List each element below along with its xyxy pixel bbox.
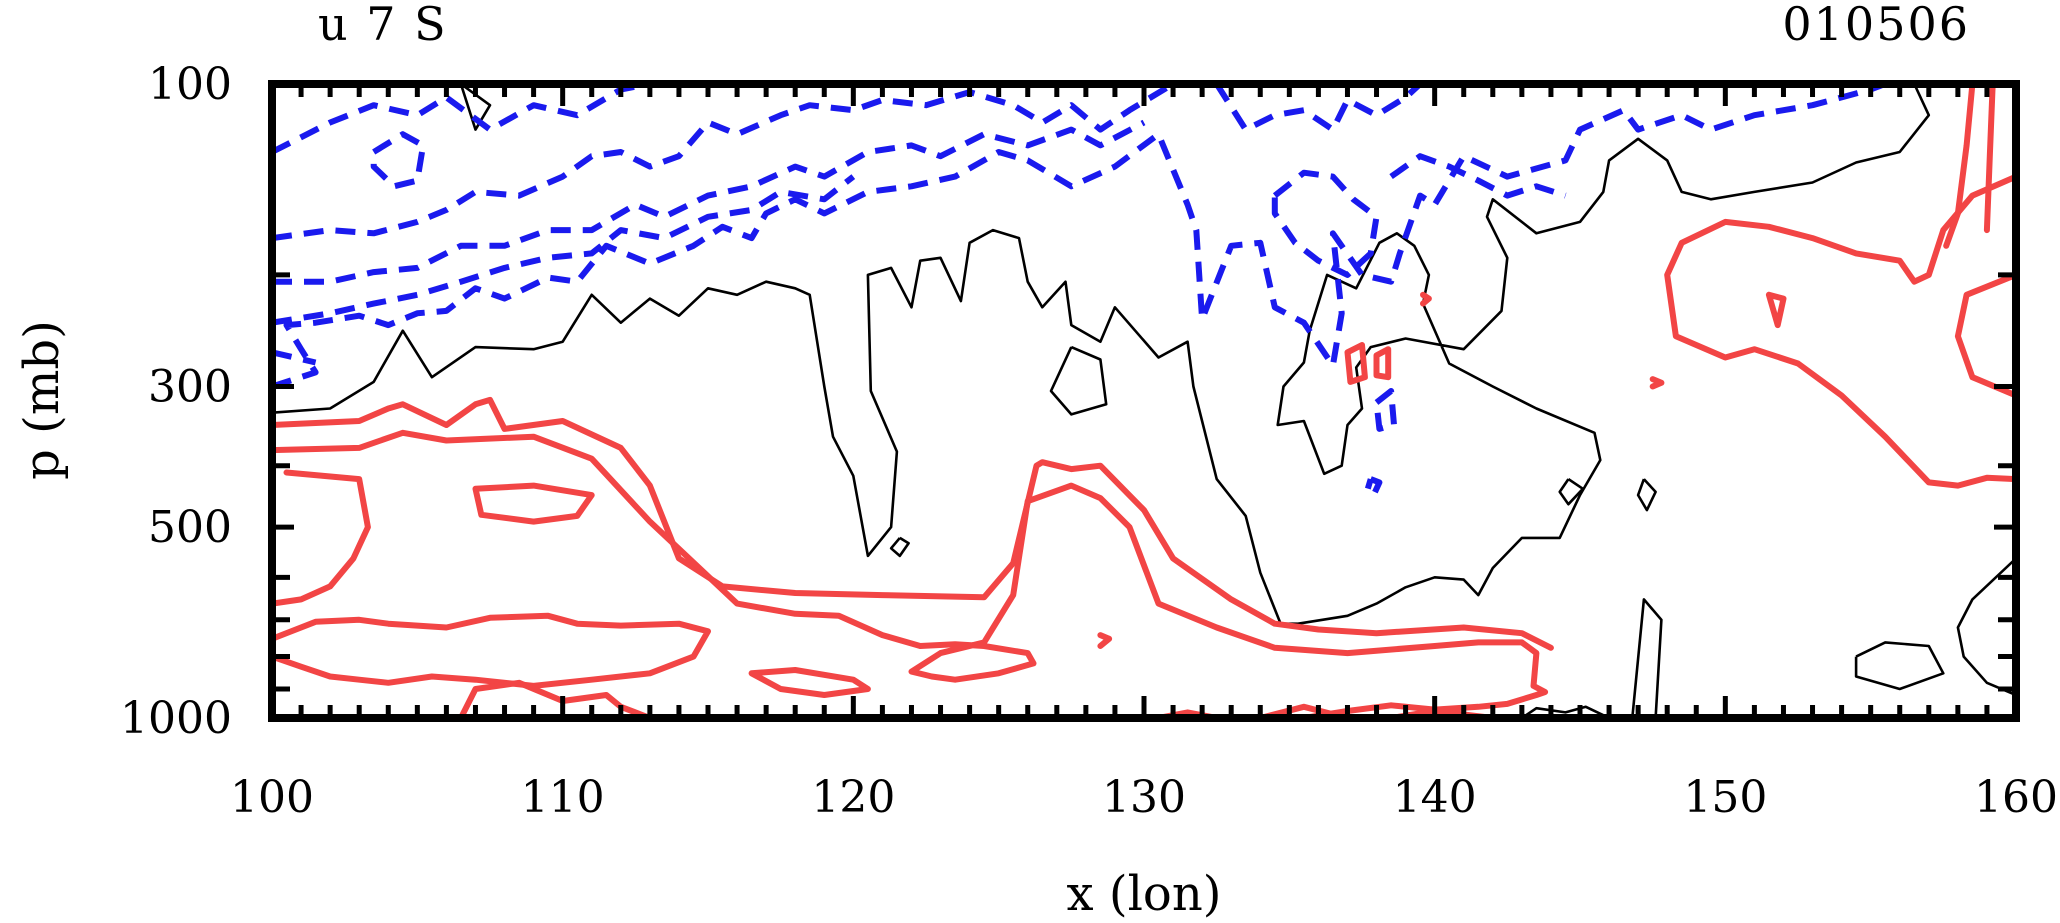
contour-negative-6 bbox=[370, 131, 427, 190]
contour-positive-16 bbox=[1344, 342, 1368, 385]
chart-title-right: 010506 bbox=[1782, 0, 1970, 51]
contour-layer bbox=[272, 84, 2016, 718]
contour-negative-11 bbox=[1364, 476, 1383, 499]
tick-marks bbox=[269, 81, 2019, 721]
contour-positive-1 bbox=[272, 429, 1549, 718]
plot-frame bbox=[268, 80, 2020, 722]
contour-zero-small-7 bbox=[1631, 598, 1663, 718]
contour-positive-17 bbox=[1373, 346, 1392, 381]
contour-positive-11 bbox=[1664, 173, 2016, 489]
y-tick-label: 1000 bbox=[120, 693, 232, 744]
contour-negative-2 bbox=[272, 119, 1146, 285]
contour-positive-0 bbox=[272, 396, 1554, 651]
x-tick-label: 140 bbox=[1393, 772, 1477, 823]
contour-positive-15 bbox=[1765, 291, 1787, 329]
contour-positive-18 bbox=[1420, 291, 1432, 307]
x-tick-label: 100 bbox=[230, 772, 314, 823]
contour-positive-2 bbox=[272, 612, 711, 689]
y-tick-labels: 100 300 500 1000 bbox=[120, 59, 232, 744]
contour-positive-12 bbox=[1943, 84, 1976, 249]
contour-negative-5 bbox=[272, 84, 651, 155]
contour-positive-14 bbox=[1954, 271, 2016, 399]
y-tick-label: 500 bbox=[148, 502, 232, 553]
y-axis-label: p (mb) bbox=[14, 320, 70, 480]
contour-positive-7 bbox=[1097, 632, 1113, 649]
contour-negative-10 bbox=[1373, 388, 1397, 432]
contour-positive-6 bbox=[748, 667, 871, 698]
contour-negative-9 bbox=[1389, 153, 1567, 199]
contour-zero-small-2 bbox=[1558, 478, 1585, 506]
contour-positive-3 bbox=[472, 482, 595, 525]
contour-zero-small-1 bbox=[889, 536, 910, 558]
y-tick-label: 100 bbox=[148, 59, 232, 110]
x-tick-label: 130 bbox=[1102, 772, 1186, 823]
x-tick-label: 150 bbox=[1683, 772, 1767, 823]
contour-positive-4 bbox=[272, 469, 371, 607]
x-tick-labels: 100 110 120 130 140 150 160 bbox=[230, 772, 2058, 823]
contour-negative-8 bbox=[1271, 169, 1380, 278]
contour-negative-1 bbox=[272, 84, 1175, 242]
chart-title-left: u 7 S bbox=[318, 0, 448, 51]
contour-zero-small-3 bbox=[1636, 478, 1657, 512]
contour-positive-13 bbox=[1983, 84, 1996, 234]
contour-zero-small-5 bbox=[1956, 557, 2016, 697]
contour-negative-4 bbox=[272, 349, 317, 366]
contour-zero-small-4 bbox=[1854, 641, 1945, 691]
x-axis-label: x (lon) bbox=[1067, 866, 1222, 922]
contour-negative-3 bbox=[272, 174, 856, 326]
y-tick-label: 300 bbox=[148, 361, 232, 412]
contour-positive-19 bbox=[1649, 376, 1665, 390]
x-tick-label: 110 bbox=[521, 772, 605, 823]
contour-zero-0 bbox=[272, 84, 1931, 625]
contour-zero-small-0 bbox=[1049, 345, 1108, 416]
contour-negative-0 bbox=[272, 84, 1887, 390]
contour-negative-7 bbox=[1214, 84, 1423, 133]
x-tick-label: 160 bbox=[1974, 772, 2058, 823]
x-tick-label: 120 bbox=[811, 772, 895, 823]
